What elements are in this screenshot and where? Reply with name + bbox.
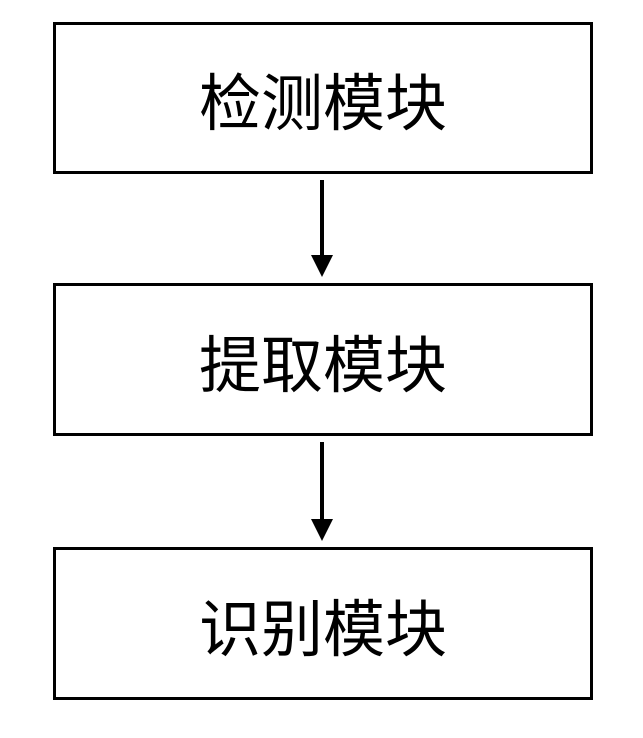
- flowchart-container: 检测模块 提取模块 识别模块: [0, 0, 643, 738]
- arrow-line-2: [320, 442, 324, 523]
- node-label-detection: 检测模块: [199, 53, 447, 143]
- arrow-line-1: [320, 180, 324, 259]
- node-recognition-module: 识别模块: [53, 547, 593, 700]
- node-label-recognition: 识别模块: [199, 579, 447, 669]
- arrow-head-2: [311, 519, 333, 541]
- node-detection-module: 检测模块: [53, 22, 593, 174]
- arrow-head-1: [311, 255, 333, 277]
- node-label-extraction: 提取模块: [199, 315, 447, 405]
- node-extraction-module: 提取模块: [53, 283, 593, 436]
